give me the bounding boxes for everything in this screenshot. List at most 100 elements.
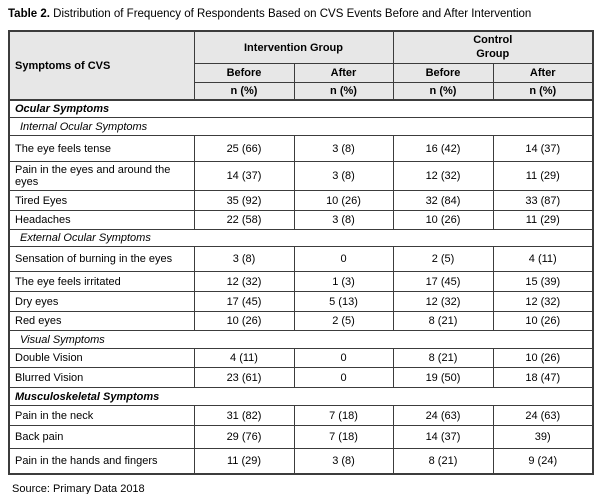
value-cell: 22 (58) — [193, 210, 295, 231]
symptom-label: Sensation of burning in the eyes — [8, 246, 195, 273]
table-row: Pain in the eyes and around the eyes 14 … — [8, 161, 594, 192]
source-note: Source: Primary Data 2018 — [12, 482, 145, 494]
symptom-label: Pain in the hands and fingers — [8, 448, 195, 475]
value-cell: 11 (29) — [193, 448, 295, 475]
unit-header: n (%) — [293, 81, 394, 101]
value-cell: 7 (18) — [293, 405, 394, 427]
value-cell: 10 (26) — [492, 348, 594, 369]
symptom-label: Double Vision — [8, 348, 195, 369]
value-cell: 24 (63) — [492, 405, 594, 427]
table-caption: Table 2. Distribution of Frequency of Re… — [8, 7, 592, 21]
symptom-label: The eye feels irritated — [8, 271, 195, 293]
table-row: The eye feels irritated 12 (32) 1 (3) 17… — [8, 271, 594, 293]
value-cell: 2 (5) — [293, 311, 394, 332]
value-cell: 10 (26) — [193, 311, 295, 332]
value-cell: 3 (8) — [293, 210, 394, 231]
value-cell: 3 (8) — [293, 135, 394, 163]
unit-header: n (%) — [193, 81, 295, 101]
unit-header: n (%) — [492, 81, 594, 101]
table-row: Double Vision 4 (11) 0 8 (21) 10 (26) — [8, 348, 594, 369]
value-cell: 11 (29) — [492, 210, 594, 231]
value-cell: 39) — [492, 425, 594, 450]
section-row: Ocular Symptoms — [8, 99, 594, 119]
value-cell: 19 (50) — [392, 367, 494, 389]
value-cell: 1 (3) — [293, 271, 394, 293]
value-cell: 29 (76) — [193, 425, 295, 450]
header-row-before-after: Before After Before After — [9, 62, 594, 83]
symptom-label: Tired Eyes — [8, 190, 195, 212]
value-cell: 3 (8) — [193, 246, 295, 273]
value-cell: 3 (8) — [293, 161, 394, 192]
value-cell: 24 (63) — [392, 405, 494, 427]
value-cell: 0 — [293, 348, 394, 369]
value-cell: 32 (84) — [392, 190, 494, 212]
table-row: The eye feels tense 25 (66) 3 (8) 16 (42… — [8, 135, 594, 163]
value-cell: 17 (45) — [193, 291, 295, 313]
value-cell: 33 (87) — [492, 190, 594, 212]
section-label: Ocular Symptoms — [8, 99, 594, 119]
table-row: Pain in the neck 31 (82) 7 (18) 24 (63) … — [8, 405, 594, 427]
value-cell: 4 (11) — [492, 246, 594, 273]
subsection-label: Internal Ocular Symptoms — [8, 117, 594, 137]
table-row: Back pain 29 (76) 7 (18) 14 (37) 39) — [8, 425, 594, 450]
control-before-header: Before — [392, 62, 494, 83]
table-row: Tired Eyes 35 (92) 10 (26) 32 (84) 33 (8… — [8, 190, 594, 212]
value-cell: 12 (32) — [392, 161, 494, 192]
cvs-frequency-table: Symptoms of CVS Intervention Group Contr… — [8, 30, 595, 475]
table-header: Symptoms of CVS Intervention Group Contr… — [8, 30, 594, 101]
symptom-column-header: Symptoms of CVS — [8, 30, 195, 101]
symptom-label: Pain in the neck — [8, 405, 195, 427]
symptom-label: The eye feels tense — [8, 135, 195, 163]
value-cell: 14 (37) — [193, 161, 295, 192]
intervention-group-header: Intervention Group — [193, 30, 394, 64]
section-label: Musculoskeletal Symptoms — [8, 387, 594, 407]
header-row-units: n (%) n (%) n (%) n (%) — [9, 81, 594, 101]
value-cell: 9 (24) — [492, 448, 594, 475]
unit-header: n (%) — [392, 81, 494, 101]
table-row: Blurred Vision 23 (61) 0 19 (50) 18 (47) — [8, 367, 594, 389]
value-cell: 25 (66) — [193, 135, 295, 163]
value-cell: 3 (8) — [293, 448, 394, 475]
symptom-label: Blurred Vision — [8, 367, 195, 389]
value-cell: 12 (32) — [193, 271, 295, 293]
table-row: Headaches 22 (58) 3 (8) 10 (26) 11 (29) — [8, 210, 594, 231]
value-cell: 8 (21) — [392, 448, 494, 475]
subsection-row: External Ocular Symptoms — [8, 229, 594, 248]
value-cell: 11 (29) — [492, 161, 594, 192]
symptom-label: Red eyes — [8, 311, 195, 332]
symptom-label: Pain in the eyes and around the eyes — [8, 161, 195, 192]
value-cell: 7 (18) — [293, 425, 394, 450]
table-row: Sensation of burning in the eyes 3 (8) 0… — [8, 246, 594, 273]
value-cell: 10 (26) — [392, 210, 494, 231]
value-cell: 14 (37) — [392, 425, 494, 450]
value-cell: 2 (5) — [392, 246, 494, 273]
value-cell: 35 (92) — [193, 190, 295, 212]
intervention-after-header: After — [293, 62, 394, 83]
value-cell: 16 (42) — [392, 135, 494, 163]
subsection-label: External Ocular Symptoms — [8, 229, 594, 248]
value-cell: 10 (26) — [492, 311, 594, 332]
subsection-row: Internal Ocular Symptoms — [8, 117, 594, 137]
value-cell: 12 (32) — [492, 291, 594, 313]
value-cell: 14 (37) — [492, 135, 594, 163]
table-caption-text: Distribution of Frequency of Respondents… — [49, 8, 532, 20]
value-cell: 10 (26) — [293, 190, 394, 212]
control-after-header: After — [492, 62, 594, 83]
section-row: Musculoskeletal Symptoms — [8, 387, 594, 407]
value-cell: 15 (39) — [492, 271, 594, 293]
table-row: Dry eyes 17 (45) 5 (13) 12 (32) 12 (32) — [8, 291, 594, 313]
value-cell: 4 (11) — [193, 348, 295, 369]
table-row: Pain in the hands and fingers 11 (29) 3 … — [8, 448, 594, 475]
value-cell: 18 (47) — [492, 367, 594, 389]
subsection-row: Visual Symptoms — [8, 330, 594, 350]
symptom-label: Headaches — [8, 210, 195, 231]
table-body: Ocular Symptoms Internal Ocular Symptoms… — [8, 99, 594, 475]
value-cell: 12 (32) — [392, 291, 494, 313]
value-cell: 8 (21) — [392, 348, 494, 369]
subsection-label: Visual Symptoms — [8, 330, 594, 350]
value-cell: 0 — [293, 246, 394, 273]
value-cell: 8 (21) — [392, 311, 494, 332]
intervention-before-header: Before — [193, 62, 295, 83]
value-cell: 5 (13) — [293, 291, 394, 313]
